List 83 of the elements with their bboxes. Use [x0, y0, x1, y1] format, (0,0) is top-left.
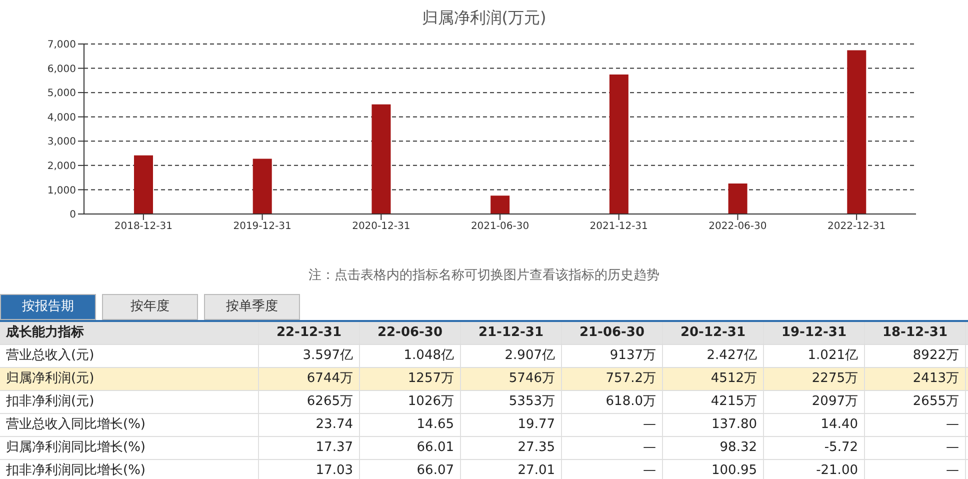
text: 8922万	[865, 345, 966, 367]
text: 66.01	[360, 437, 461, 459]
text: 2.427亿	[663, 345, 764, 367]
text: 2275万	[764, 368, 865, 390]
text: 14.40	[764, 414, 865, 436]
x-tick-label: 2019-12-31	[233, 221, 292, 232]
text: 23.74	[259, 414, 360, 436]
text: 14.65	[360, 414, 461, 436]
text: 18-12-31	[865, 322, 966, 344]
text: 2.907亿	[461, 345, 562, 367]
text: -21.00	[764, 460, 865, 479]
y-tick-label: 4,000	[47, 112, 76, 124]
text: 20-12-31	[663, 322, 764, 344]
y-tick-label: 2,000	[47, 160, 76, 172]
text: 营业总收入(元)	[0, 345, 259, 367]
text: 27.35	[461, 437, 562, 459]
text: —	[562, 414, 663, 436]
text: 6744万	[259, 368, 360, 390]
text: 3.597亿	[259, 345, 360, 367]
text: 137.80	[663, 414, 764, 436]
text: 按单季度	[204, 294, 300, 320]
text: —	[562, 437, 663, 459]
text: 21-12-31	[461, 322, 562, 344]
text: 2097万	[764, 391, 865, 413]
y-tick-label: 7,000	[47, 40, 76, 51]
text: 5746万	[461, 368, 562, 390]
x-tick-label: 2021-06-30	[470, 221, 530, 232]
text: 5353万	[461, 391, 562, 413]
text: 归属净利润同比增长(%)	[0, 437, 259, 459]
bar	[134, 155, 153, 214]
text: 按报告期	[0, 294, 96, 320]
text: 1.021亿	[764, 345, 865, 367]
x-tick-label: 2018-12-31	[114, 221, 172, 232]
bar	[252, 158, 272, 214]
x-tick-label: 2022-12-31	[828, 221, 886, 232]
x-tick-label: 2022-06-30	[708, 221, 767, 232]
text: —	[865, 414, 966, 436]
x-tick-label: 2020-12-31	[352, 221, 410, 232]
text: 27.01	[461, 460, 562, 479]
text: 1.048亿	[360, 345, 461, 367]
text: 6265万	[259, 391, 360, 413]
text: —	[865, 460, 966, 479]
y-tick-label: 1,000	[47, 185, 76, 196]
text: —	[865, 437, 966, 459]
y-tick-label: 6,000	[47, 64, 76, 75]
text: 19.77	[461, 414, 562, 436]
bar	[490, 196, 510, 214]
bar	[372, 104, 391, 214]
text: —	[562, 460, 663, 479]
text: 66.07	[360, 460, 461, 479]
text: 19-12-31	[764, 322, 865, 344]
bar	[728, 183, 748, 214]
y-tick-label: 0	[70, 210, 76, 221]
y-tick-label: 3,000	[47, 136, 76, 148]
text: 2655万	[865, 391, 966, 413]
bar	[609, 74, 628, 214]
text: 营业总收入同比增长(%)	[0, 414, 259, 436]
text: 757.2万	[562, 368, 663, 390]
text: 17.37	[259, 437, 360, 459]
text: 21-06-30	[562, 322, 663, 344]
text: 17.03	[259, 460, 360, 479]
y-tick-label: 5,000	[47, 88, 76, 100]
text: 按年度	[102, 294, 198, 320]
text: 22-06-30	[360, 322, 461, 344]
text: 9137万	[562, 345, 663, 367]
text: 1026万	[360, 391, 461, 413]
text: 成长能力指标	[0, 322, 259, 344]
text: 618.0万	[562, 391, 663, 413]
text: 100.95	[663, 460, 764, 479]
text: 1257万	[360, 368, 461, 390]
chart-title: 归属净利润(万元)	[420, 7, 548, 29]
text: 22-12-31	[259, 322, 360, 344]
text: 归属净利润(元)	[0, 368, 259, 390]
text: 扣非净利润同比增长(%)	[0, 460, 259, 479]
text: 注：点击表格内的指标名称可切换图片查看该指标的历史趋势	[308, 267, 660, 284]
bar	[847, 50, 866, 214]
x-tick-label: 2021-12-31	[590, 221, 648, 232]
text: 4215万	[663, 391, 764, 413]
text: 扣非净利润(元)	[0, 391, 259, 413]
text: 4512万	[663, 368, 764, 390]
text: -5.72	[764, 437, 865, 459]
text: 2413万	[865, 368, 966, 390]
text: 98.32	[663, 437, 764, 459]
